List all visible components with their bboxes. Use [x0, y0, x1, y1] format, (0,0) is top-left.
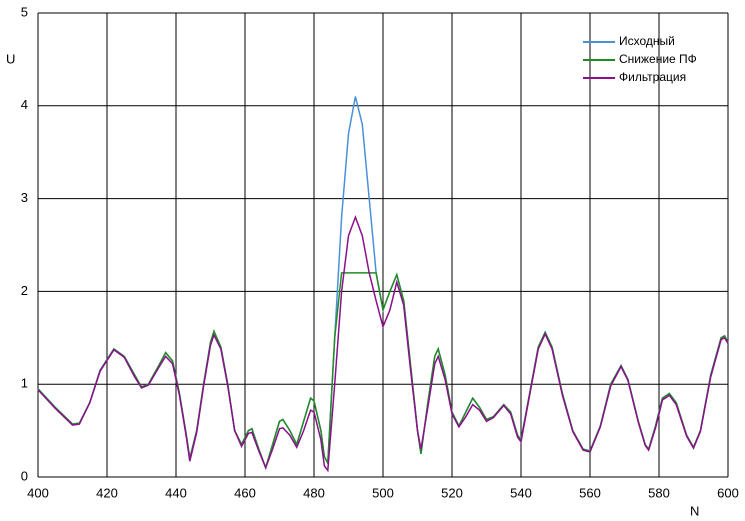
- legend-label: Снижение ПФ: [619, 52, 697, 66]
- y-tick-label: 5: [21, 4, 28, 19]
- x-tick-label: 500: [372, 485, 394, 500]
- legend-label: Фильтрация: [619, 70, 686, 84]
- x-tick-label: 600: [717, 485, 739, 500]
- y-tick-label: 2: [21, 283, 28, 298]
- x-tick-label: 540: [510, 485, 532, 500]
- y-axis-label: U: [6, 51, 15, 66]
- y-tick-label: 0: [21, 468, 28, 483]
- x-tick-label: 460: [234, 485, 256, 500]
- x-axis-label: N: [690, 503, 699, 518]
- x-tick-label: 400: [27, 485, 49, 500]
- y-tick-label: 3: [21, 190, 28, 205]
- y-tick-label: 4: [21, 97, 28, 112]
- x-tick-label: 560: [579, 485, 601, 500]
- legend-label: Исходный: [619, 34, 675, 48]
- x-tick-label: 580: [648, 485, 670, 500]
- x-tick-label: 440: [165, 485, 187, 500]
- series-line: [37, 215, 729, 473]
- x-tick-label: 520: [441, 485, 463, 500]
- x-tick-label: 480: [303, 485, 325, 500]
- y-tick-label: 1: [21, 376, 28, 391]
- x-tick-label: 420: [96, 485, 118, 500]
